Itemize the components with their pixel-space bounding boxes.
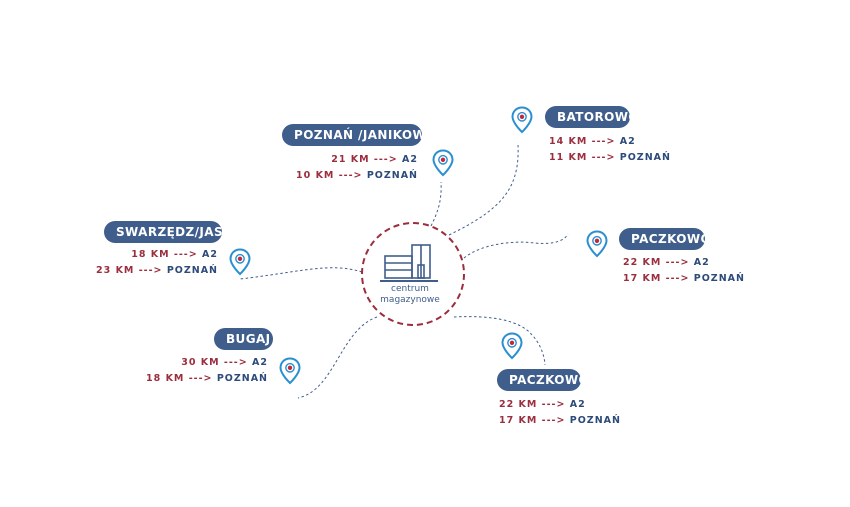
distance-arrow: ---> <box>591 152 616 163</box>
map-pin-icon <box>586 230 608 258</box>
distance-row: 23 KM ---> POZNAŃ <box>90 265 218 277</box>
distance-row: 18 KM ---> A2 <box>110 249 218 261</box>
distance-destination: A2 <box>619 136 636 147</box>
map-pin-icon <box>279 357 301 385</box>
connector-bugaj <box>297 316 378 399</box>
distance-row: 22 KM ---> A2 <box>623 257 710 269</box>
distance-km: 17 KM <box>623 273 662 284</box>
distance-row: 10 KM ---> POZNAŃ <box>280 170 418 182</box>
distance-km: 11 KM <box>549 152 588 163</box>
connector-paczkowo1 <box>463 233 569 259</box>
distance-destination: A2 <box>402 154 418 165</box>
distance-arrow: ---> <box>173 249 198 260</box>
distance-row: 30 KM ---> A2 <box>160 357 268 369</box>
distance-arrow: ---> <box>665 257 690 268</box>
distance-destination: A2 <box>693 257 710 268</box>
distance-destination: POZNAŃ <box>166 265 218 276</box>
distance-km: 30 KM <box>181 357 220 368</box>
location-label-batorowo: BATOROWO <box>545 106 639 128</box>
distance-km: 14 KM <box>549 136 588 147</box>
map-pin-icon <box>229 248 251 276</box>
distance-row: 18 KM ---> POZNAŃ <box>140 373 268 385</box>
connector-paczkowo2 <box>453 316 546 366</box>
warehouse-center-circle <box>361 222 465 326</box>
distance-km: 22 KM <box>499 399 538 410</box>
map-pin-icon <box>501 332 523 360</box>
distance-arrow: ---> <box>541 415 566 426</box>
distance-arrow: ---> <box>188 373 213 384</box>
distance-km: 18 KM <box>146 373 185 384</box>
location-label-paczkowo-i: PACZKOWO I <box>619 228 720 250</box>
connector-swarzedz <box>239 267 363 280</box>
distance-km: 22 KM <box>623 257 662 268</box>
distance-arrow: ---> <box>138 265 163 276</box>
distance-row: 17 KM ---> POZNAŃ <box>623 273 745 285</box>
distance-row: 21 KM ---> A2 <box>300 154 418 166</box>
distance-arrow: ---> <box>223 357 248 368</box>
distance-arrow: ---> <box>591 136 616 147</box>
center-label-line1: centrum <box>391 284 429 294</box>
distance-destination: POZNAŃ <box>366 170 418 181</box>
distance-row: 17 KM ---> POZNAŃ <box>499 415 621 427</box>
distance-destination: A2 <box>202 249 218 260</box>
distance-destination: POZNAŃ <box>569 415 621 426</box>
distance-row: 14 KM ---> A2 <box>549 136 636 148</box>
center-label: centrum magazynowe <box>365 284 455 306</box>
location-label-poznan-janikowska: POZNAŃ /JANIKOWSKA <box>282 124 454 146</box>
distance-km: 18 KM <box>131 249 170 260</box>
warehouse-building-icon <box>380 244 438 282</box>
distance-destination: POZNAŃ <box>619 152 671 163</box>
connector-batorowo <box>448 144 519 236</box>
distance-arrow: ---> <box>665 273 690 284</box>
distance-arrow: ---> <box>373 154 398 165</box>
map-pin-icon <box>511 106 533 134</box>
distance-row: 11 KM ---> POZNAŃ <box>549 152 671 164</box>
connector-poznan <box>430 181 442 227</box>
distance-km: 23 KM <box>96 265 135 276</box>
distance-destination: POZNAŃ <box>693 273 745 284</box>
location-label-swarzedz-jasin: SWARZĘDZ/JASIN <box>104 221 238 243</box>
distance-row: 22 KM ---> A2 <box>499 399 586 411</box>
distance-arrow: ---> <box>338 170 363 181</box>
distance-destination: A2 <box>252 357 268 368</box>
distance-destination: A2 <box>569 399 586 410</box>
location-label-paczkowo-ii: PACZKOWO II <box>497 369 603 391</box>
center-label-line2: magazynowe <box>380 295 440 305</box>
distance-destination: POZNAŃ <box>216 373 268 384</box>
distance-km: 10 KM <box>296 170 335 181</box>
distance-km: 21 KM <box>331 154 370 165</box>
location-label-bugaj: BUGAJ <box>214 328 273 350</box>
distance-km: 17 KM <box>499 415 538 426</box>
map-pin-icon <box>432 149 454 177</box>
distance-arrow: ---> <box>541 399 566 410</box>
